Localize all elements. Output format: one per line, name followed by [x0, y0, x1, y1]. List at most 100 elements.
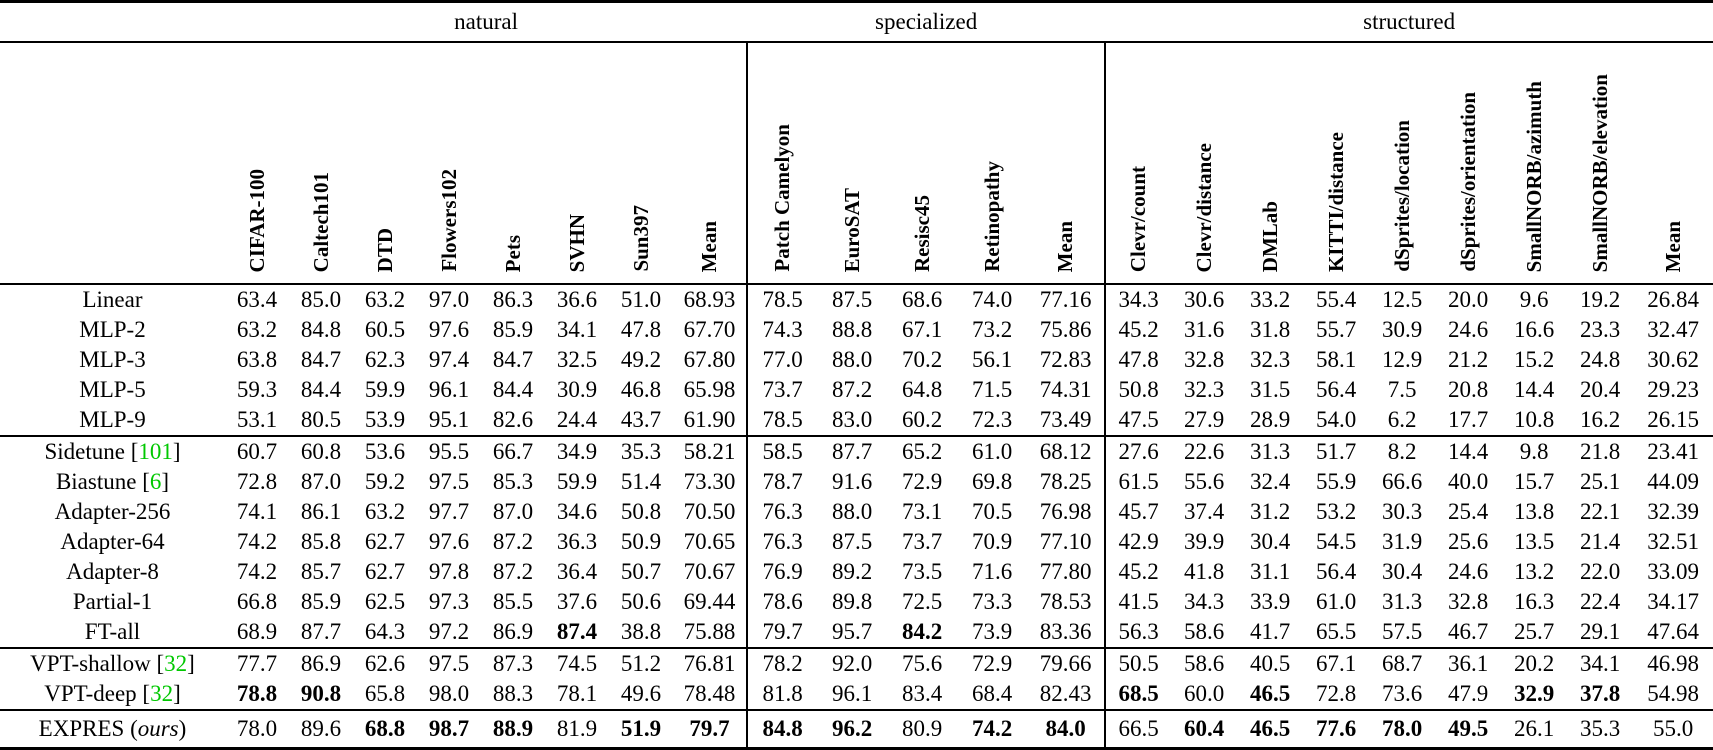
- method-name: Biastune: [55, 469, 137, 494]
- value-cell: 51.2: [609, 647, 673, 679]
- value-cell: 78.5: [746, 405, 818, 436]
- row-label: Adapter-256: [0, 497, 225, 527]
- value-cell: 36.4: [556, 559, 598, 584]
- value-cell: 23.41: [1633, 435, 1713, 467]
- column-header: Clevr/count: [1104, 42, 1172, 285]
- value-cell: 25.4: [1448, 499, 1489, 524]
- column-header: Mean: [1633, 42, 1713, 285]
- value-cell: 55.0: [1633, 709, 1713, 749]
- cite-bracket-close: ]: [173, 681, 181, 706]
- value-cell: 64.8: [901, 377, 943, 402]
- row-label: MLP-9: [0, 405, 225, 436]
- value-cell: 34.3: [1104, 284, 1172, 315]
- method-name: VPT-deep: [44, 681, 137, 706]
- table-row: Adapter-8 74.2 85.7 62.7 97.8 87.2 36.4 50.7 70.…: [0, 557, 1713, 587]
- value-cell: 74.3: [746, 315, 818, 345]
- value-cell: 27.6: [1104, 435, 1172, 467]
- value-cell: 76.98: [1039, 499, 1092, 524]
- value-cell: 78.6: [746, 587, 818, 617]
- value-cell: 88.9: [481, 709, 545, 749]
- column-header-label: SmallNORB/elevation: [1587, 73, 1612, 272]
- value-cell: 97.8: [428, 559, 470, 584]
- value-cell: 73.1: [901, 499, 943, 524]
- value-cell: 30.62: [1647, 347, 1700, 372]
- value-cell: 68.5: [1104, 679, 1172, 710]
- value-cell: 75.86: [1039, 317, 1092, 342]
- value-cell: 55.7: [1316, 317, 1357, 342]
- value-cell: 36.1: [1435, 647, 1502, 679]
- value-cell: 96.1: [428, 377, 470, 402]
- value-cell: 41.7: [1250, 619, 1291, 644]
- row-label: EXPRES (ours): [0, 709, 225, 749]
- value-cell: 16.3: [1514, 589, 1555, 614]
- value-cell: 21.8: [1567, 435, 1634, 467]
- value-cell: 29.23: [1647, 377, 1700, 402]
- value-cell: 73.9: [971, 619, 1013, 644]
- value-cell: 24.6: [1448, 559, 1489, 584]
- table-row: FT-all 68.9 87.7 64.3 97.2 86.9 87.4 38.8 75.88 7…: [0, 617, 1713, 648]
- value-cell: 37.4: [1184, 499, 1225, 524]
- value-cell: 15.2: [1514, 347, 1555, 372]
- column-header-label: Mean: [1660, 220, 1685, 272]
- column-header: Resisc45: [887, 42, 958, 285]
- cite-bracket-open: [: [142, 681, 151, 706]
- value-cell: 67.1: [901, 317, 943, 342]
- value-cell: 68.12: [1027, 435, 1106, 467]
- value-cell: 92.0: [817, 647, 888, 679]
- row-label: Biastune [6]: [0, 467, 225, 497]
- value-cell: 78.1: [556, 681, 598, 706]
- value-cell: 72.9: [901, 469, 943, 494]
- value-cell: 34.6: [556, 499, 598, 524]
- value-cell: 34.9: [545, 435, 609, 467]
- table-row: VPT-shallow [32] 77.7 86.9 62.6 97.5 87.3 74.5…: [0, 647, 1713, 679]
- value-cell: 60.5: [364, 317, 406, 342]
- value-cell: 24.4: [556, 407, 598, 432]
- value-cell: 77.80: [1039, 559, 1092, 584]
- table-row: MLP-9 53.1 80.5 53.9 95.1 82.6 24.4 43.7 61.90 78…: [0, 405, 1713, 436]
- value-cell: 82.6: [492, 407, 534, 432]
- column-header: SmallNORB/elevation: [1567, 42, 1634, 285]
- column-header: DMLab: [1237, 42, 1304, 285]
- value-cell: 13.8: [1514, 499, 1555, 524]
- value-cell: 78.25: [1039, 469, 1092, 494]
- value-cell: 30.4: [1382, 559, 1423, 584]
- value-cell: 51.4: [620, 469, 662, 494]
- column-header-label: DMLab: [1257, 200, 1282, 272]
- row-label: MLP-3: [0, 345, 225, 375]
- table-section: Sidetune [101] 60.7 60.8 53.6 95.5 66.7 34.9 35…: [0, 435, 1713, 648]
- citation-number: 101: [138, 439, 173, 464]
- method-name: MLP-9: [79, 407, 146, 432]
- value-cell: 61.0: [957, 435, 1028, 467]
- value-cell: 32.9: [1514, 681, 1555, 706]
- value-cell: 78.53: [1039, 589, 1092, 614]
- row-label-header: [0, 42, 225, 285]
- value-cell: 21.4: [1580, 529, 1621, 554]
- value-cell: 49.5: [1435, 709, 1502, 749]
- value-cell: 13.5: [1514, 529, 1555, 554]
- value-cell: 56.1: [971, 347, 1013, 372]
- ours-paren-open: (: [130, 716, 138, 741]
- value-cell: 97.7: [428, 499, 470, 524]
- column-header: CIFAR-100: [225, 42, 289, 285]
- column-header-label: dSprites/location: [1389, 120, 1414, 272]
- value-cell: 72.83: [1039, 347, 1092, 372]
- column-header-label: Flowers102: [436, 169, 461, 272]
- value-cell: 74.5: [545, 647, 609, 679]
- value-cell: 62.6: [353, 647, 417, 679]
- value-cell: 50.7: [620, 559, 662, 584]
- value-cell: 80.9: [887, 709, 958, 749]
- value-cell: 14.4: [1514, 377, 1555, 402]
- column-header: Pets: [481, 42, 545, 285]
- row-label: Adapter-64: [0, 527, 225, 557]
- value-cell: 22.4: [1580, 589, 1621, 614]
- value-cell: 49.2: [620, 347, 662, 372]
- value-cell: 36.6: [556, 287, 598, 312]
- value-cell: 44.09: [1647, 469, 1700, 494]
- table-section: VPT-shallow [32] 77.7 86.9 62.6 97.5 87.3 74.5…: [0, 647, 1713, 710]
- value-cell: 79.7: [746, 617, 818, 648]
- value-cell: 20.8: [1448, 377, 1489, 402]
- column-header-label: Clevr/count: [1126, 165, 1151, 272]
- value-cell: 39.9: [1184, 529, 1225, 554]
- value-cell: 66.8: [236, 589, 278, 614]
- value-cell: 55.4: [1316, 287, 1357, 312]
